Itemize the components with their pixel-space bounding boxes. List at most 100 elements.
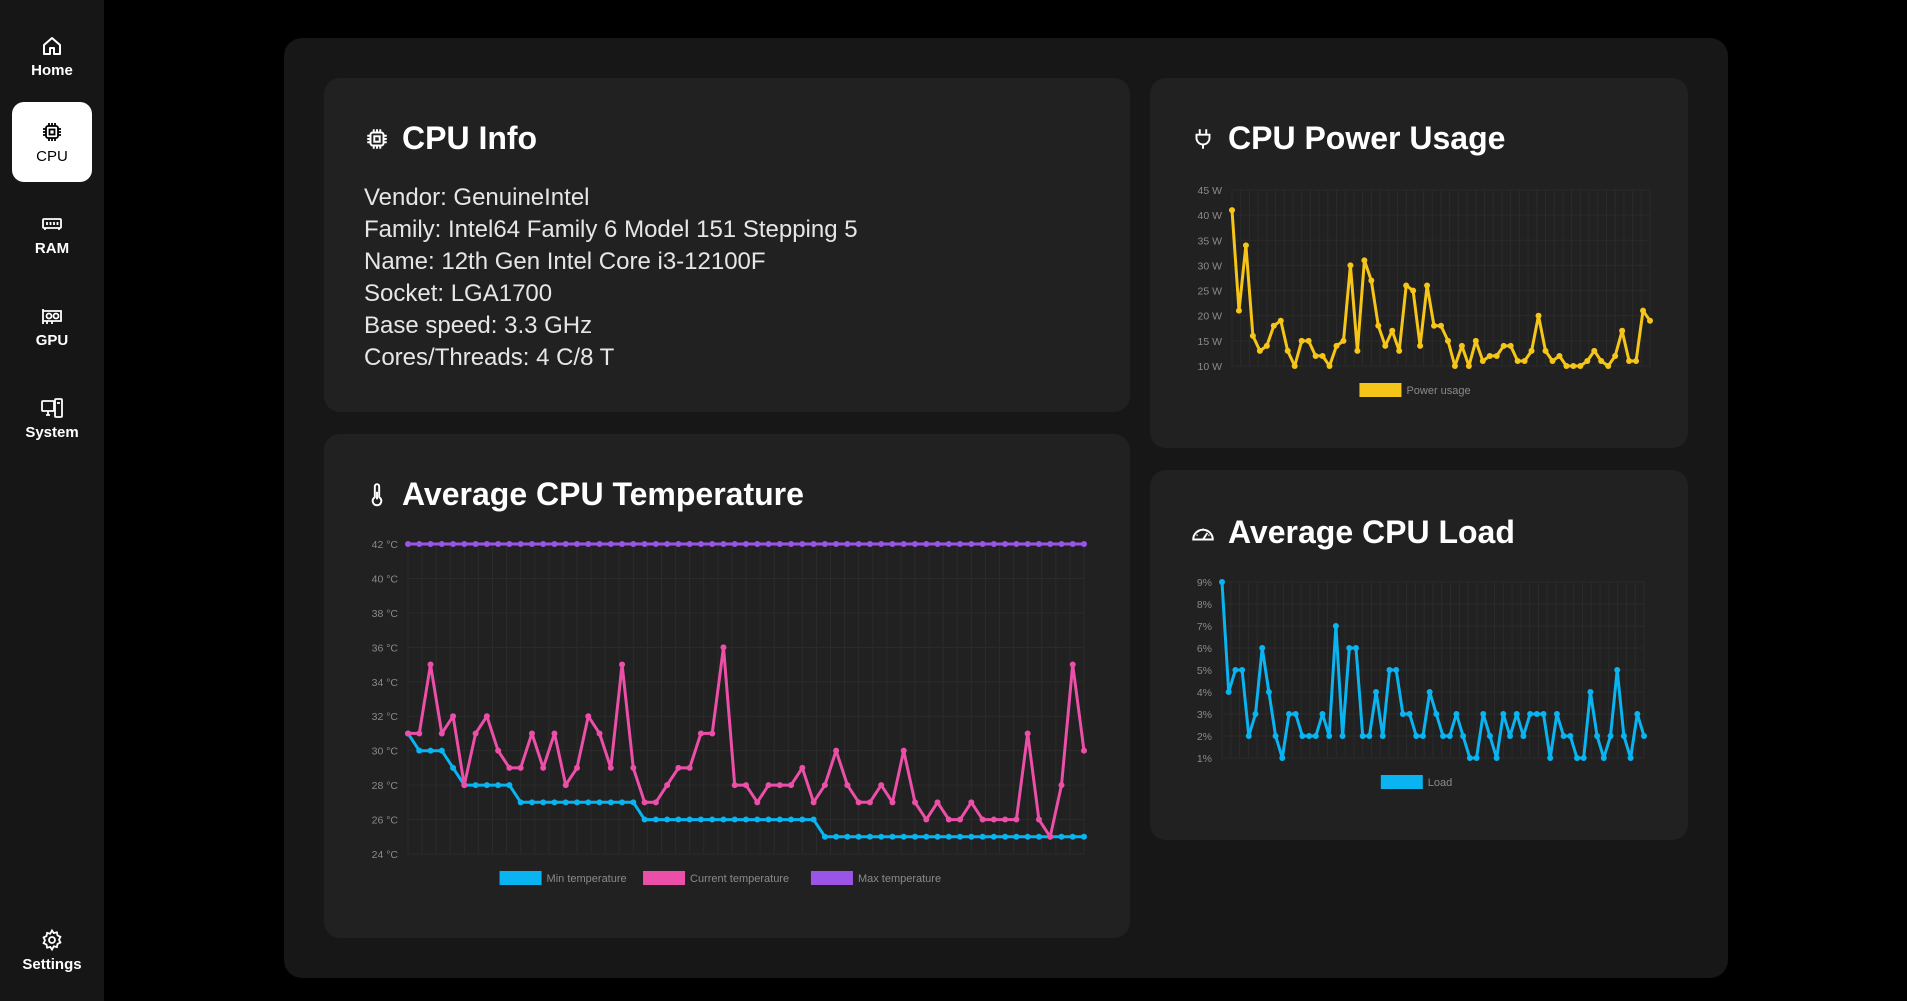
data-point — [686, 541, 693, 547]
data-point — [776, 541, 783, 547]
plug-icon — [1195, 128, 1211, 149]
data-point — [1219, 579, 1225, 585]
data-point — [1419, 733, 1426, 739]
y-tick-label: 10 W — [1197, 361, 1222, 373]
data-point — [1013, 833, 1020, 840]
data-point — [1466, 755, 1473, 761]
data-point — [664, 541, 671, 547]
sidebar-item-system[interactable]: System — [12, 378, 92, 458]
data-point — [1486, 352, 1493, 359]
data-point — [1458, 342, 1465, 349]
gpu-icon — [42, 308, 62, 324]
data-point — [596, 799, 603, 806]
sidebar-item-cpu[interactable]: CPU — [12, 102, 92, 182]
data-point — [1256, 347, 1263, 354]
data-point — [1270, 322, 1277, 329]
data-point — [1339, 733, 1346, 739]
data-point — [416, 730, 423, 737]
data-point — [1047, 541, 1054, 547]
load-title: Average CPU Load — [1190, 514, 1515, 551]
data-point — [1284, 347, 1291, 354]
data-point — [968, 833, 975, 840]
data-point — [607, 799, 614, 806]
data-point — [788, 782, 795, 789]
data-point — [878, 833, 885, 840]
data-point — [1024, 833, 1031, 840]
cpu-icon — [43, 122, 61, 141]
data-point — [720, 816, 727, 823]
data-point — [788, 816, 795, 823]
data-point — [844, 541, 851, 547]
data-point — [1239, 667, 1246, 673]
data-point — [1058, 541, 1065, 547]
data-point — [528, 799, 535, 806]
power-card: CPU Power Usage 10 W 15 W 20 W 25 W 30 W 35 W… — [1150, 78, 1688, 448]
data-point — [912, 833, 918, 840]
cpu-vendor: Vendor: GenuineIntel — [364, 184, 590, 211]
data-point — [574, 799, 580, 806]
data-point — [483, 782, 490, 789]
data-point — [1634, 711, 1641, 717]
data-point — [866, 541, 873, 547]
data-point — [517, 799, 524, 806]
cpu-family: Family: Intel64 Family 6 Model 151 Stepp… — [364, 216, 858, 243]
data-point — [675, 816, 682, 823]
sidebar-item-label: Home — [31, 61, 73, 79]
data-point — [1081, 747, 1087, 754]
data-point — [1549, 357, 1556, 364]
data-point — [630, 541, 637, 547]
data-point — [405, 730, 411, 737]
data-point — [1433, 711, 1440, 717]
data-point — [957, 541, 964, 547]
data-point — [574, 764, 580, 771]
sidebar-item-home[interactable]: Home — [12, 16, 92, 96]
data-point — [1069, 661, 1076, 668]
data-point — [1058, 782, 1065, 789]
data-point — [1446, 733, 1453, 739]
grid — [407, 543, 1085, 855]
data-point — [540, 764, 547, 771]
data-point — [1002, 816, 1009, 823]
data-point — [923, 541, 930, 547]
data-point — [641, 541, 648, 547]
data-point — [596, 541, 603, 547]
sidebar-item-settings[interactable]: Settings — [12, 910, 92, 990]
data-point — [1500, 342, 1507, 349]
data-point — [1453, 711, 1460, 717]
data-point — [1627, 755, 1634, 761]
y-tick-label: 38 °C — [372, 608, 399, 620]
y-tick-label: 45 W — [1197, 185, 1222, 197]
temperature-title: Average CPU Temperature — [364, 476, 804, 513]
data-point — [1232, 667, 1239, 673]
sidebar-item-ram[interactable]: RAM — [12, 194, 92, 274]
data-point — [731, 782, 738, 789]
system-icon — [41, 397, 63, 418]
data-point — [900, 747, 907, 754]
data-point — [562, 541, 569, 547]
y-tick-label: 34 °C — [372, 677, 399, 689]
data-point — [416, 541, 423, 547]
data-point — [1584, 357, 1591, 364]
y-tick-label: 40 °C — [372, 573, 399, 585]
data-point — [1389, 327, 1396, 334]
data-point — [1472, 337, 1479, 344]
data-point — [438, 747, 445, 754]
data-point — [1272, 733, 1279, 739]
thermometer-icon — [371, 482, 383, 506]
data-point — [1013, 541, 1020, 547]
data-point — [1542, 347, 1549, 354]
sidebar-item-gpu[interactable]: GPU — [12, 286, 92, 366]
legend-swatch — [499, 871, 542, 885]
data-point — [1319, 711, 1326, 717]
y-tick-label: 4% — [1197, 687, 1212, 699]
data-point — [630, 764, 637, 771]
data-point — [1249, 332, 1256, 339]
data-point — [495, 541, 502, 547]
data-point — [889, 541, 896, 547]
data-point — [574, 541, 580, 547]
data-point — [1473, 755, 1480, 761]
y-tick-label: 3% — [1197, 709, 1212, 721]
data-point — [562, 782, 569, 789]
data-point — [517, 764, 524, 771]
y-tick-label: 32 °C — [372, 711, 399, 723]
